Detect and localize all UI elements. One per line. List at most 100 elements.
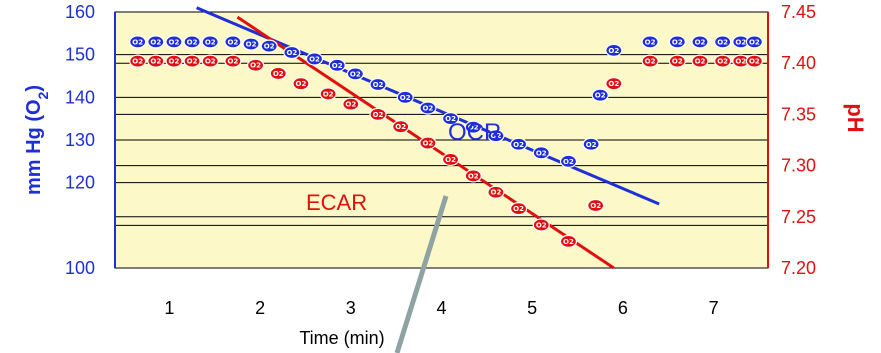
point-marker-label: O2 (422, 140, 433, 148)
ocr-point: O2 (346, 67, 364, 81)
point-marker-label: O2 (717, 58, 728, 66)
point-marker-label: O2 (695, 58, 706, 66)
right-axis-title: pH (843, 103, 868, 132)
left-axis-ticks: 100 120 130 140 150 160 (65, 2, 95, 278)
point-marker (559, 154, 578, 168)
point-marker-label: O2 (468, 124, 479, 132)
point-marker (582, 137, 600, 151)
point-marker-label: O2 (395, 123, 406, 131)
ecar-point: O2 (369, 107, 387, 122)
right-axis-ticks: 7.20 7.25 7.30 7.35 7.40 7.45 (781, 2, 816, 278)
ocr-point: O2 (691, 35, 709, 49)
point-marker-label: O2 (536, 221, 547, 229)
ecar-point: O2 (587, 198, 605, 213)
point-marker-label: O2 (309, 55, 320, 63)
point-marker-label: O2 (513, 141, 524, 149)
point-marker (487, 185, 505, 199)
ecar-point: O2 (487, 185, 505, 199)
ocr-point: O2 (328, 58, 346, 72)
point-marker (292, 77, 310, 91)
ocr-point: O2 (201, 35, 219, 49)
left-tick-label: 160 (65, 2, 95, 22)
point-marker-label: O2 (645, 58, 656, 66)
ocr-point: O2 (591, 88, 609, 102)
ocr-point: O2 (745, 35, 763, 49)
point-marker (745, 54, 763, 68)
point-marker-label: O2 (350, 70, 361, 78)
x-axis-ticks: 1 2 3 4 5 6 7 (164, 298, 718, 318)
point-marker (201, 35, 219, 49)
x-tick-label: 4 (436, 298, 446, 318)
ecar-point: O2 (419, 136, 437, 150)
point-marker-label: O2 (672, 38, 683, 46)
point-marker (346, 67, 364, 81)
point-marker-label: O2 (286, 49, 297, 57)
point-marker (342, 97, 360, 111)
point-marker-label: O2 (323, 90, 334, 98)
point-marker (641, 35, 659, 49)
ocr-point: O2 (242, 37, 260, 51)
point-marker (224, 54, 242, 68)
ecar-point: O2 (183, 54, 201, 68)
ecar-point: O2 (714, 54, 732, 68)
ecar-point: O2 (246, 58, 265, 72)
ecar-point: O2 (464, 169, 482, 183)
point-marker-label: O2 (400, 94, 411, 102)
point-marker (260, 39, 278, 53)
point-marker (419, 136, 437, 150)
point-marker (441, 112, 460, 126)
ecar-point: O2 (129, 54, 147, 68)
point-marker (147, 35, 165, 49)
x-tick-label: 5 (527, 298, 537, 318)
point-marker-label: O2 (536, 149, 547, 157)
ocr-point: O2 (509, 137, 528, 151)
point-marker-label: O2 (468, 172, 479, 180)
x-tick-label: 6 (618, 298, 628, 318)
point-marker (532, 146, 550, 160)
x-tick-label: 3 (346, 298, 356, 318)
point-marker (283, 45, 301, 60)
left-axis-title-subscript: 2 (35, 91, 51, 99)
point-marker-label: O2 (735, 38, 746, 46)
point-marker-label: O2 (695, 38, 706, 46)
point-marker (668, 54, 686, 68)
point-marker (305, 52, 324, 66)
data-markers: O2 O2 O2 O2 O2 O2 O2 O2 O2 O2 O2 O2 O2 O2 O2 O2 O2 O2 O2 O2… (129, 35, 763, 248)
point-marker (591, 88, 609, 102)
point-marker (201, 54, 219, 68)
ocr-point: O2 (487, 129, 505, 143)
x-tick-label: 2 (255, 298, 265, 318)
left-tick-label: 130 (65, 130, 95, 150)
point-marker (147, 54, 165, 68)
point-marker (641, 54, 659, 68)
ecar-point: O2 (319, 87, 337, 101)
ocr-point: O2 (641, 35, 659, 49)
point-marker-label: O2 (563, 238, 574, 246)
ecar-point: O2 (147, 54, 165, 68)
ocr-point: O2 (147, 35, 165, 49)
left-tick-label: 120 (65, 173, 95, 193)
point-marker-label: O2 (608, 47, 619, 55)
point-marker (691, 35, 709, 49)
left-tick-label: 100 (65, 258, 95, 278)
point-marker (532, 218, 550, 232)
ocr-point: O2 (419, 101, 437, 115)
ecar-point: O2 (605, 77, 623, 91)
point-marker-label: O2 (169, 58, 180, 66)
ocr-point: O2 (224, 35, 242, 49)
point-marker-label: O2 (491, 189, 502, 197)
point-marker (509, 202, 528, 216)
point-marker (691, 54, 709, 68)
ecar-point: O2 (392, 120, 410, 134)
point-marker (246, 58, 265, 72)
ecar-point: O2 (342, 97, 360, 111)
ocr-label: OCR (448, 119, 501, 146)
point-marker-label: O2 (132, 58, 143, 66)
point-marker-label: O2 (373, 111, 384, 119)
right-tick-label: 7.40 (781, 53, 816, 73)
point-marker (319, 87, 337, 101)
point-marker-label: O2 (150, 58, 161, 66)
ecar-point: O2 (745, 54, 763, 68)
point-marker (392, 120, 410, 134)
